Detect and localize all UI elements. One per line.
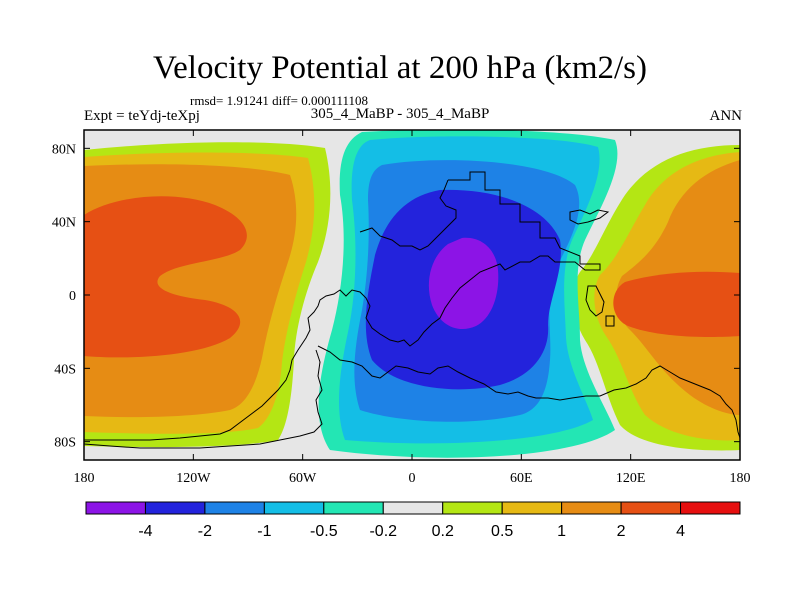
x-tick-label: 120E — [616, 471, 646, 486]
coastline-central-block — [359, 179, 457, 251]
colorbar-label: 1 — [557, 523, 566, 540]
contour-field — [84, 130, 740, 460]
colorbar-swatch — [323, 501, 384, 515]
coastline-small-island — [605, 315, 615, 327]
colorbar-label: -2 — [198, 523, 212, 540]
colorbar-label: 4 — [676, 523, 685, 540]
continent-outlines — [84, 171, 740, 449]
plot-title: Velocity Potential at 200 hPa (km2/s) — [152, 50, 648, 86]
coastline-southern-landmass — [317, 345, 740, 439]
x-axis: 180 120W 60W 0 60E 120E 180 — [74, 130, 751, 486]
coastline-northern-landmass — [84, 171, 601, 441]
y-tick-label: 80S — [54, 436, 76, 451]
colorbar-swatch — [501, 501, 563, 515]
case-label: 305_4_MaBP - 305_4_MaBP — [310, 106, 490, 122]
season-label: ANN — [709, 108, 743, 124]
colorbar-label: -4 — [138, 523, 152, 540]
y-tick-label: 80N — [52, 142, 76, 157]
colorbar-swatch — [204, 501, 265, 515]
colorbar-label: -0.5 — [310, 523, 338, 540]
rmsd-diff-stats: rmsd= 1.91241 diff= 0.000111108 — [190, 93, 369, 108]
y-axis: 80N 40N 0 40S 80S — [52, 142, 740, 451]
colorbar-swatch — [680, 501, 741, 515]
x-tick-label: 180 — [730, 471, 751, 486]
east-lobe-level-2 — [613, 271, 740, 337]
coastline-southwest-block — [84, 349, 323, 449]
colorbar-swatch — [620, 501, 682, 515]
colorbar-label: 0.2 — [432, 523, 454, 540]
x-tick-label: 60E — [510, 471, 533, 486]
y-tick-label: 0 — [69, 289, 76, 304]
x-tick-label: 120W — [176, 471, 211, 486]
coastline-north-east-peninsula — [569, 209, 610, 225]
colorbar-label: -1 — [257, 523, 271, 540]
colorbar-swatch — [382, 501, 444, 515]
x-tick-label: 0 — [409, 471, 416, 486]
x-tick-label: 60W — [289, 471, 317, 486]
colorbar-swatch — [144, 501, 206, 515]
experiment-label: Expt = teYdj-teXpj — [84, 108, 200, 124]
colorbar-label: -0.2 — [369, 523, 397, 540]
x-tick-label: 180 — [74, 471, 95, 486]
colorbar: -4 -2 -1 -0.5 -0.2 0.2 0.5 1 2 4 — [85, 501, 741, 540]
coastline-equatorial-island — [585, 285, 605, 317]
colorbar-swatch — [85, 501, 146, 515]
colorbar-swatch — [263, 501, 325, 515]
west-lobe-level-2 — [84, 196, 247, 358]
colorbar-label: 0.5 — [491, 523, 513, 540]
colorbar-label: 2 — [617, 523, 626, 540]
y-tick-label: 40N — [52, 216, 76, 231]
colorbar-swatch — [442, 501, 503, 515]
y-tick-label: 40S — [54, 362, 76, 377]
colorbar-swatch — [561, 501, 622, 515]
